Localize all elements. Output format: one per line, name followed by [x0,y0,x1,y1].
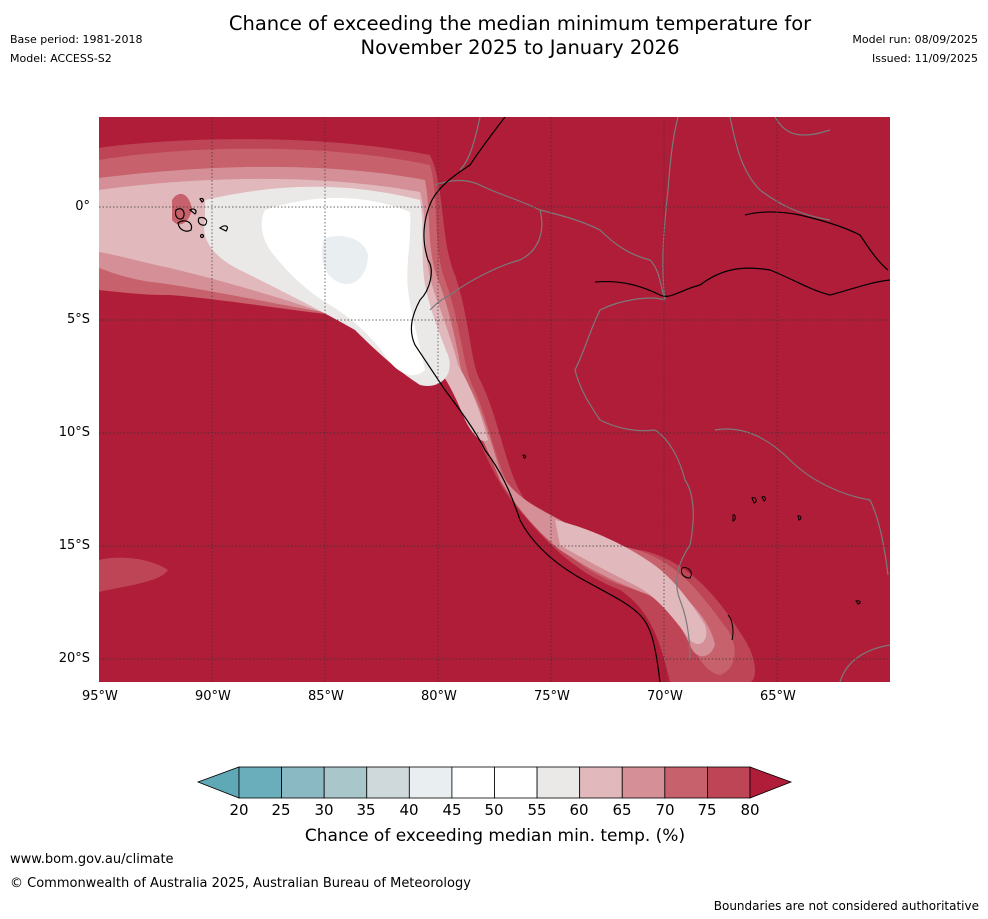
colorbar-box [664,766,708,799]
base-period-text: Base period: 1981-2018 [10,33,143,46]
colorbar-tick: 35 [356,801,376,819]
disclaimer-text: Boundaries are not considered authoritat… [713,899,979,913]
colorbar-tick: 30 [314,801,334,819]
colorbar-tick: 55 [527,801,547,819]
lat-label-0: 0° [75,199,90,214]
model-run-text: Model run: 08/09/2025 [852,33,978,46]
colorbar [196,766,793,799]
colorbar-boxes [238,766,751,799]
colorbar-box [536,766,581,799]
coastlines [410,117,890,682]
lon-label-65w: 65°W [760,689,796,704]
lat-label-15s: 15°S [58,538,90,553]
contour-50 [261,197,425,376]
galapagos-islands [174,197,229,239]
lon-label-90w: 90°W [195,689,231,704]
lon-label-70w: 70°W [647,689,683,704]
colorbar-box [579,766,623,799]
lat-label-5s: 5°S [66,312,90,327]
lon-label-95w: 95°W [82,689,118,704]
website-link[interactable]: www.bom.gov.au/climate [10,852,174,867]
gridlines [99,117,890,682]
colorbar-box [451,766,495,799]
colorbar-tick: 80 [740,801,760,819]
map-area [99,117,890,682]
colorbar-extend-low [196,766,240,799]
title-line-1: Chance of exceeding the median minimum t… [228,12,812,35]
title-line-2: November 2025 to January 2026 [360,36,680,59]
issued-text: Issued: 11/09/2025 [871,52,978,65]
colorbar-tick: 75 [697,801,717,819]
colorbar-box [707,766,751,799]
contour-75-south-patch [99,557,168,592]
copyright-text: © Commonwealth of Australia 2025, Austra… [10,876,471,891]
lat-label-20s: 20°S [58,651,90,666]
colorbar-tick: 20 [229,801,249,819]
lon-label-75w: 75°W [534,689,570,704]
lon-label-80w: 80°W [421,689,457,704]
model-text: Model: ACCESS-S2 [10,52,112,65]
colorbar-box [408,766,453,799]
colorbar-extend-high [749,766,793,799]
colorbar-tick: 25 [271,801,291,819]
contour-45 [322,235,368,285]
colorbar-tick: 50 [484,801,504,819]
colorbar-box [621,766,666,799]
colorbar-tick: 65 [612,801,632,819]
colorbar-box [281,766,325,799]
colorbar-box [494,766,538,799]
lon-label-85w: 85°W [308,689,344,704]
colorbar-box [366,766,410,799]
lat-label-10s: 10°S [58,425,90,440]
colorbar-label: Chance of exceeding median min. temp. (%… [304,826,686,846]
colorbar-box [238,766,282,799]
country-borders [429,117,890,682]
colorbar-tick: 40 [399,801,419,819]
colorbar-tick: 70 [655,801,675,819]
contour-60-coast-patch [555,520,707,645]
colorbar-tick: 45 [442,801,462,819]
map-title: Chance of exceeding the median minimum t… [0,12,988,60]
lakes [522,454,861,641]
colorbar-tick: 60 [569,801,589,819]
colorbar-box [323,766,368,799]
